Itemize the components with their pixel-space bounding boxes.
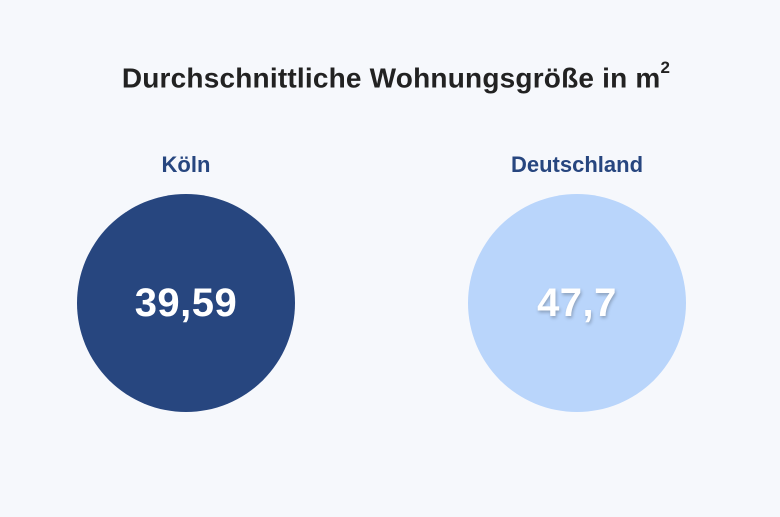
bubble-deutschland: 47,7	[468, 194, 686, 412]
panel-deutschland: Deutschland 47,7	[467, 150, 687, 412]
value-label-deutschland: 47,7	[537, 280, 617, 325]
chart-title-text: Durchschnittliche Wohnungsgröße in m	[121, 62, 661, 94]
category-label-koeln: Köln	[161, 152, 211, 177]
chart-title: Durchschnittliche Wohnungsgröße in m2	[0, 58, 780, 94]
chart-title-superscript: 2	[660, 58, 671, 77]
bubble-koeln: 39,59	[77, 194, 295, 412]
category-label-deutschland: Deutschland	[510, 152, 644, 177]
panel-koeln: Köln 39,59	[76, 150, 296, 412]
value-label-koeln: 39,59	[134, 280, 238, 325]
